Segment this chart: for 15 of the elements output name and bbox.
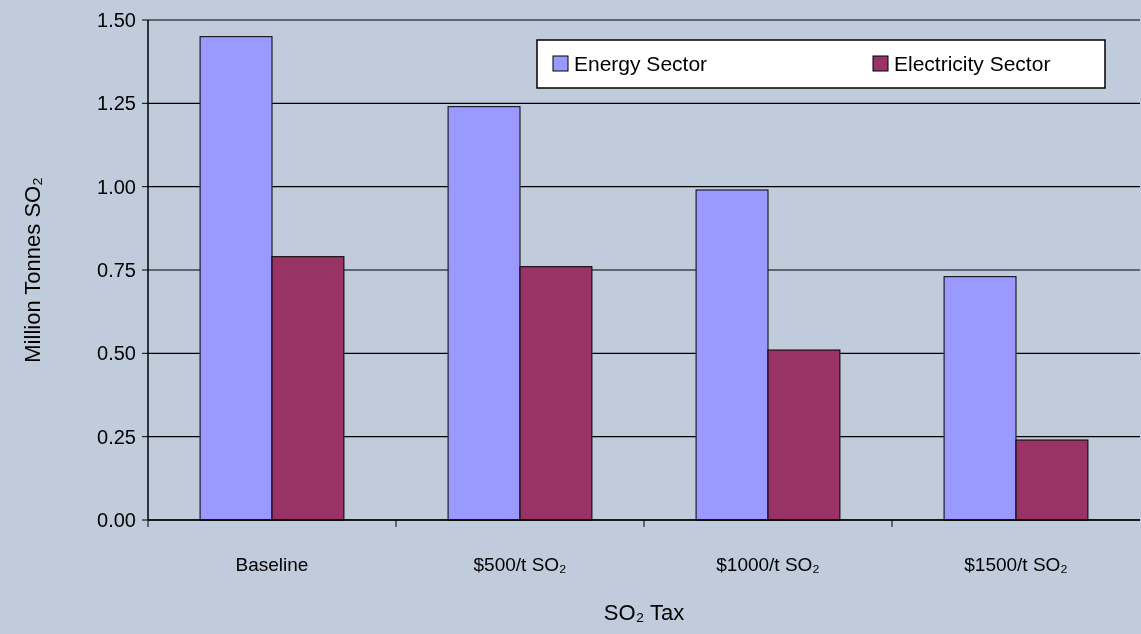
y-tick-label: 1.25 (97, 92, 136, 115)
y-tick-label: 0.50 (97, 342, 136, 365)
x-axis-title: SO₂ Tax (603, 600, 685, 625)
x-tick-label: $500/t SO₂ (473, 554, 567, 575)
y-axis-title: Million Tonnes SO₂ (20, 177, 45, 363)
x-tick-label: Baseline (235, 554, 309, 575)
legend-label: Energy Sector (574, 52, 708, 76)
x-tick-label: $1000/t SO₂ (716, 554, 820, 575)
y-tick-label: 0.00 (97, 509, 136, 531)
legend-label: Electricity Sector (894, 52, 1051, 76)
y-tick-label: 1.50 (97, 9, 136, 31)
x-tick-label: $1500/t SO₂ (964, 554, 1068, 575)
y-tick-label: 1.00 (97, 175, 136, 198)
y-tick-label: 0.25 (97, 425, 136, 448)
y-tick-label: 0.75 (97, 259, 136, 281)
